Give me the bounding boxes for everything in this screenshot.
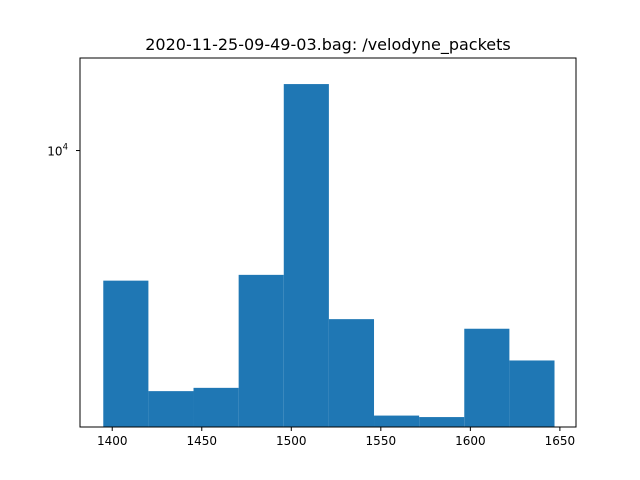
bars-group [103,84,555,427]
x-tick-label: 1400 [97,434,128,448]
histogram-bar-1 [103,280,149,427]
histogram-bar-5 [283,84,329,427]
histogram-bar-7 [374,415,420,427]
x-axis: 1400 1450 1500 1550 1600 1650 [97,427,575,448]
histogram-bar-4 [238,274,284,427]
histogram-bar-9 [464,328,510,427]
histogram-bar-2 [148,391,194,427]
histogram-bar-8 [419,417,465,427]
y-tick-label: 104 [47,143,68,159]
y-tick-base: 10 [47,145,62,159]
histogram-bar-6 [328,319,375,427]
x-tick-label: 1600 [455,434,486,448]
y-axis: 104 [47,143,80,159]
y-tick-exponent: 4 [63,143,68,153]
x-tick-label: 1500 [276,434,307,448]
histogram-bar-10 [509,360,555,427]
chart-title: 2020-11-25-09-49-03.bag: /velodyne_packe… [145,35,511,55]
histogram-bar-3 [193,387,239,427]
x-tick-label: 1450 [186,434,217,448]
x-tick-label: 1650 [545,434,576,448]
plot-frame [79,57,577,428]
x-tick-label: 1550 [366,434,397,448]
